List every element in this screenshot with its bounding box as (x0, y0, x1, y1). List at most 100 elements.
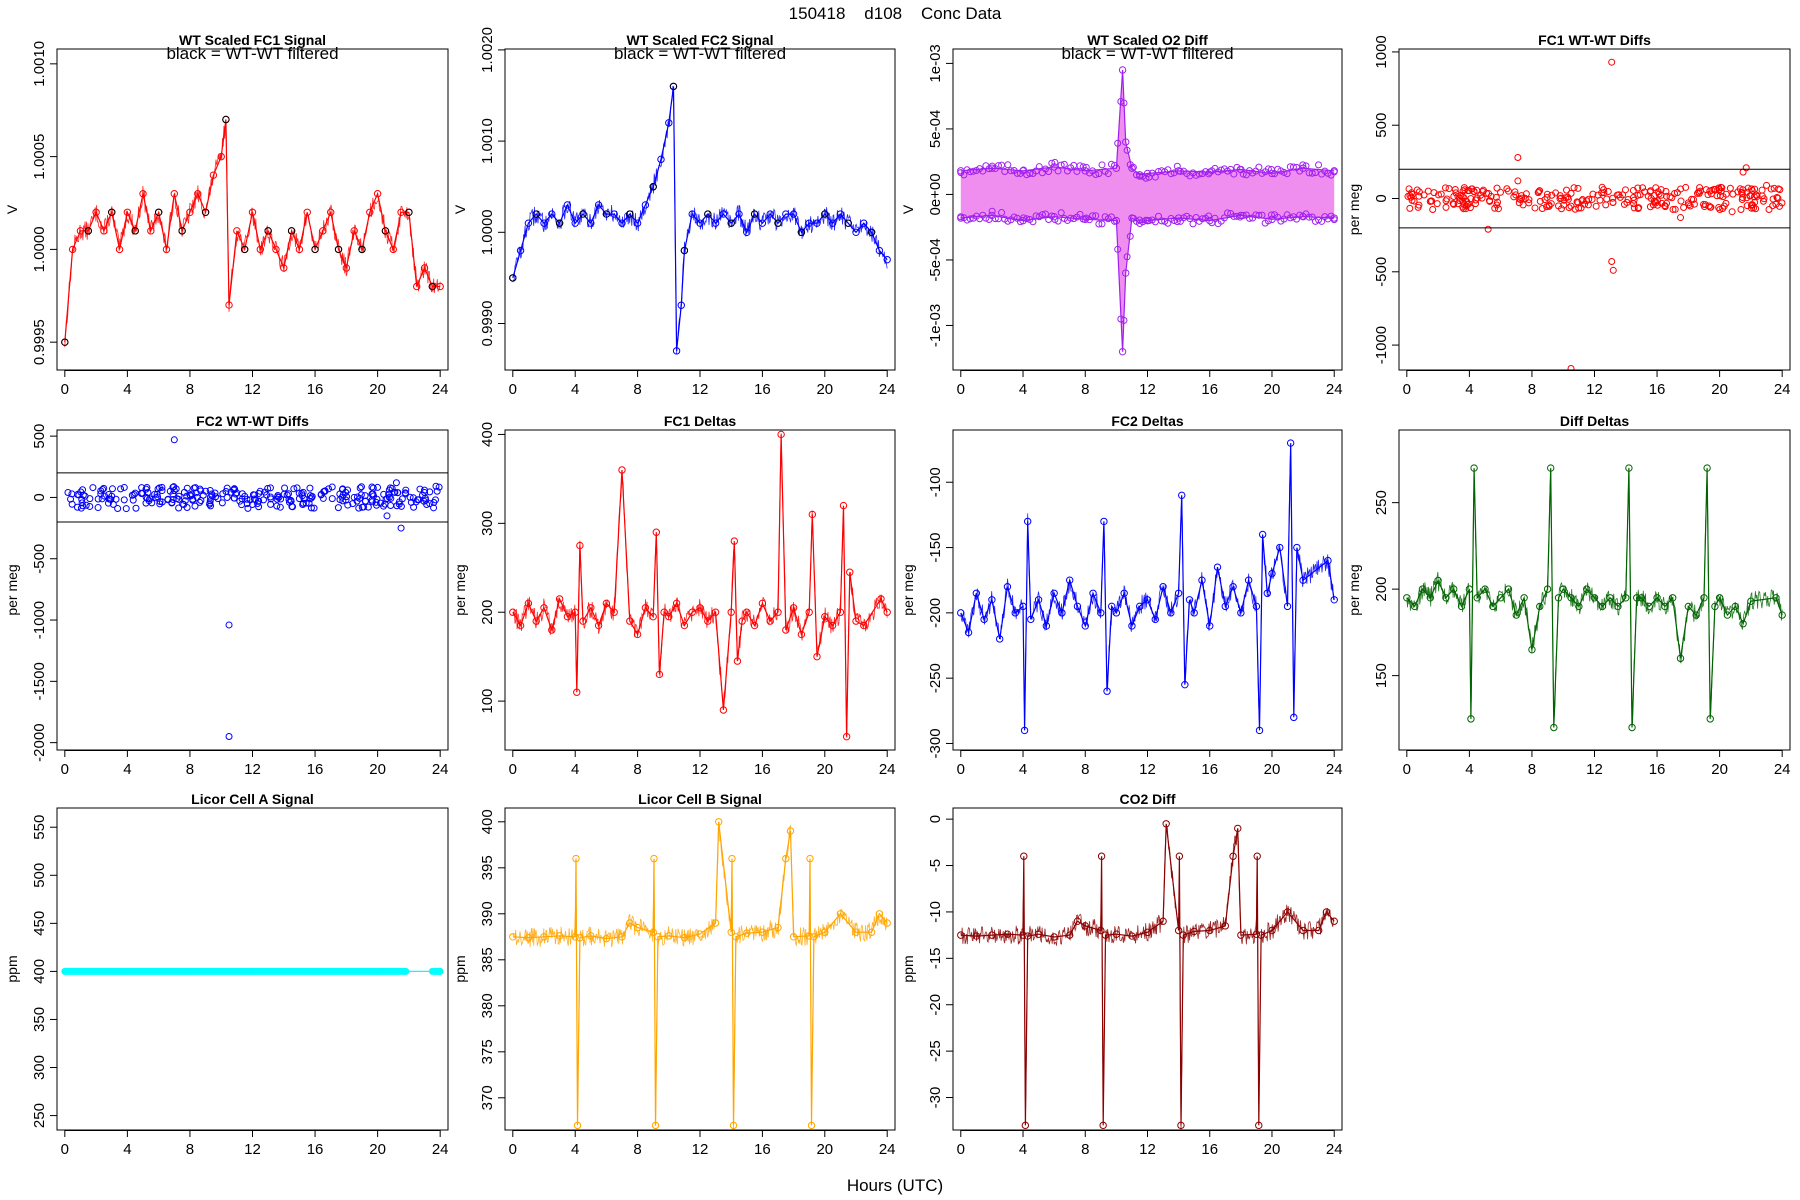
density-point (1577, 204, 1585, 212)
density-point (1164, 219, 1172, 227)
filtered-point (84, 227, 92, 235)
density-point (112, 495, 120, 503)
data-point (1437, 190, 1445, 198)
data-point (311, 967, 319, 975)
data-point (1023, 932, 1032, 940)
data-point (735, 210, 743, 218)
density-point (236, 497, 244, 505)
filtered-point (201, 208, 210, 216)
density-point (78, 499, 86, 507)
data-point (162, 245, 171, 254)
y-tick-label: 0e+00 (927, 173, 944, 215)
data-point (1403, 594, 1411, 602)
data-point (1159, 917, 1167, 925)
data-point (1614, 602, 1622, 611)
density-point (1170, 169, 1178, 177)
data-point (186, 967, 194, 975)
density-point (1565, 204, 1573, 212)
density-point (266, 484, 274, 492)
density-point (154, 493, 162, 501)
x-tick-label: 16 (754, 1141, 771, 1158)
data-point (1162, 820, 1170, 828)
density-point (1089, 212, 1097, 220)
y-tick-label: 500 (31, 424, 48, 449)
data-point (402, 967, 410, 975)
density-point (1111, 217, 1119, 225)
data-point (1198, 576, 1206, 584)
x-tick-label: 12 (1586, 381, 1603, 398)
x-tick-label: 0 (61, 761, 69, 778)
density-point (1042, 210, 1050, 218)
data-point (1128, 622, 1136, 630)
data-point (633, 630, 642, 639)
data-point (1286, 439, 1295, 447)
data-point (571, 219, 579, 227)
data-point (1622, 594, 1630, 602)
density-point (180, 501, 188, 509)
y-axis-label: ppm (900, 955, 916, 982)
x-tick-label: 8 (186, 1141, 194, 1158)
filtered-point (649, 183, 657, 191)
panel-0: 0 4 8 12 16 20 24 0.9995 1.0000 1.0005 1.0010 V WT S… (4, 32, 449, 398)
density-point (139, 489, 147, 497)
data-point (774, 923, 782, 932)
filtered-point (405, 208, 413, 216)
density-point (1283, 170, 1291, 178)
density-point (1456, 194, 1464, 202)
filtered-point (532, 210, 540, 218)
data-point (1450, 585, 1458, 593)
density-point (1456, 197, 1464, 205)
y-tick-label: 250 (31, 1103, 48, 1128)
data-point (852, 928, 860, 936)
x-tick-label: 8 (633, 381, 641, 398)
x-tick-label: 16 (1201, 1141, 1218, 1158)
density-point (1765, 205, 1773, 213)
density-point (387, 502, 395, 510)
x-tick-label: 20 (816, 761, 833, 778)
data-point (649, 928, 657, 936)
density-point (1521, 194, 1529, 202)
data-point (170, 436, 178, 444)
density-point (1450, 192, 1458, 200)
density-point (148, 499, 156, 507)
density-point (1531, 204, 1539, 212)
data-point (225, 733, 233, 741)
data-point (1244, 576, 1253, 584)
density-point (356, 484, 364, 492)
x-tick-label: 4 (1019, 381, 1027, 398)
data-point (374, 967, 382, 975)
filtered-point (602, 210, 611, 218)
data-point (1120, 589, 1128, 597)
plot-area (957, 439, 1338, 735)
plot-frame (56, 429, 449, 751)
density-point (1429, 205, 1437, 213)
density-point (1245, 214, 1253, 222)
x-tick-label: 24 (432, 381, 449, 398)
x-tick-label: 0 (61, 381, 69, 398)
density-point (1133, 171, 1141, 179)
density-point (1434, 191, 1442, 199)
data-point (688, 210, 696, 218)
density-point (169, 496, 177, 504)
data-point (696, 219, 704, 227)
density-point (230, 485, 238, 493)
density-point (197, 487, 205, 495)
x-tick-label: 4 (123, 761, 131, 778)
data-point (875, 246, 884, 255)
y-tick-label: 100 (479, 689, 496, 714)
data-point (397, 208, 405, 216)
density-point (214, 495, 222, 503)
density-point (1302, 162, 1310, 170)
panel-4: 0 4 8 12 16 20 24 -2000 -1500 -1000 -500 0 500 per me… (4, 413, 449, 778)
density-point (998, 209, 1006, 217)
series-trace (512, 433, 888, 738)
density-point (1573, 198, 1581, 206)
plot-area (1403, 464, 1786, 732)
density-point (260, 496, 268, 504)
y-tick-label: 400 (31, 959, 48, 984)
density-point (266, 493, 274, 501)
x-tick-label: 8 (1528, 381, 1536, 398)
density-point (132, 504, 140, 512)
data-point (1213, 563, 1222, 571)
data-point (1669, 594, 1677, 602)
